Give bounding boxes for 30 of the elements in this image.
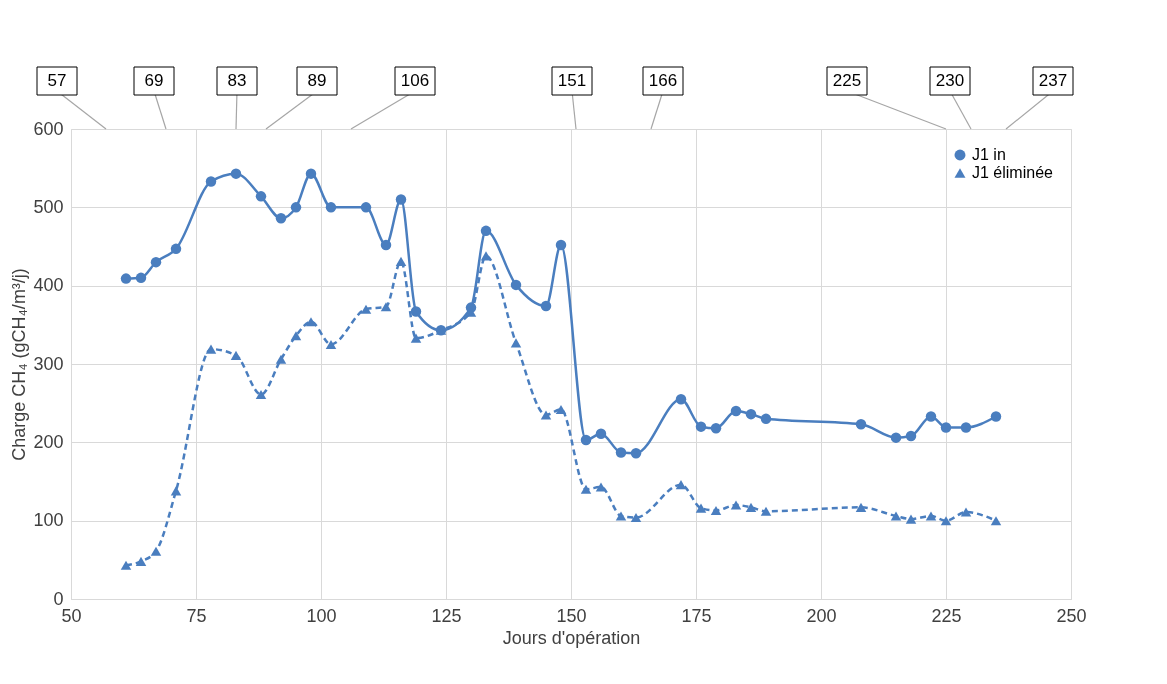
y-tick-label: 600 (33, 118, 64, 139)
x-tick-label: 150 (556, 605, 587, 626)
y-tick-label: 500 (33, 196, 64, 217)
text: 151 (557, 71, 587, 90)
x-tick-label: 100 (306, 605, 337, 626)
x-tick-label: 75 (186, 605, 207, 626)
x-tick-label: 50 (61, 605, 82, 626)
y-tick-label: 100 (33, 510, 64, 531)
x-tick-label: 250 (1056, 605, 1087, 626)
text: 166 (648, 71, 678, 90)
y-tick-label: 200 (33, 431, 64, 452)
text: 106 (400, 71, 430, 90)
text: 89 (307, 71, 327, 90)
legend-label: J1 éliminée (972, 164, 1054, 181)
y-tick-label: 400 (33, 275, 64, 296)
x-tick-label: 125 (431, 605, 462, 626)
text: 237 (1038, 71, 1068, 90)
text: 69 (144, 71, 164, 90)
x-axis-title: Jours d'opération (502, 627, 641, 648)
y-tick-label: 300 (33, 353, 64, 374)
y-axis-title: Charge CH₄ (gCH₄/m³/j) (9, 268, 30, 461)
x-tick-label: 175 (681, 605, 712, 626)
y-tick-label: 0 (53, 588, 64, 609)
text: 230 (935, 71, 965, 90)
legend-label: J1 in (972, 146, 1006, 163)
x-tick-label: 200 (806, 605, 837, 626)
x-tick-label: 225 (931, 605, 962, 626)
text: 225 (832, 71, 862, 90)
text: 83 (227, 71, 247, 90)
text: 57 (47, 71, 67, 90)
